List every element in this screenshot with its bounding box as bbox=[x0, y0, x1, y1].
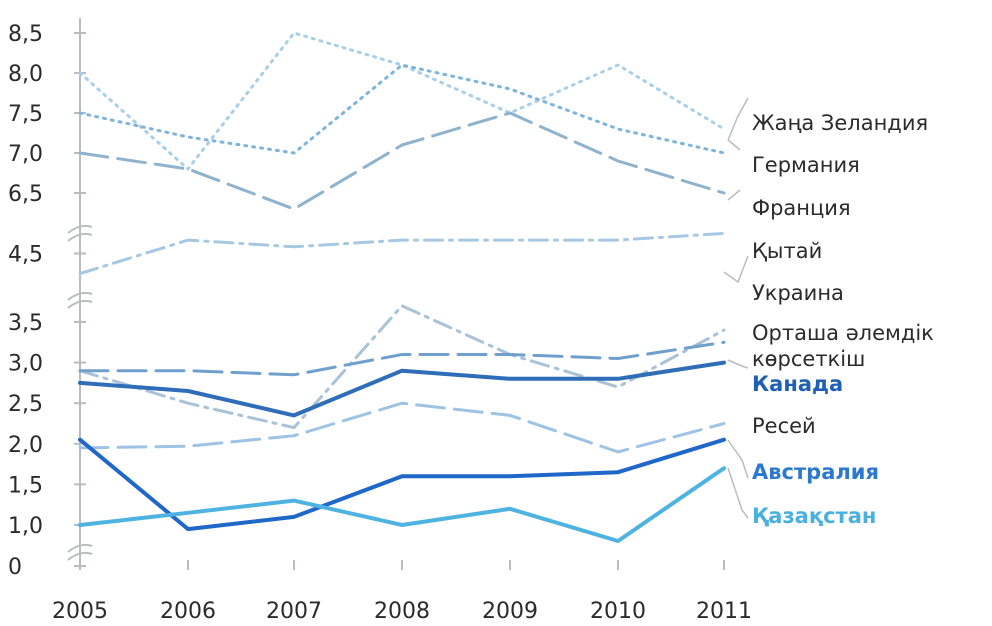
legend-label-line: Орташа әлемдік bbox=[752, 321, 934, 345]
legend-leader-line bbox=[727, 359, 749, 369]
legend-label-line: Канада bbox=[752, 372, 843, 396]
series-line-австралия bbox=[78, 437, 726, 532]
series-line-украина bbox=[78, 304, 726, 430]
legend-leader-line bbox=[723, 255, 749, 284]
series-line-қытай bbox=[78, 231, 726, 276]
axis-break-icon bbox=[67, 543, 93, 561]
y-tick-label: 4,5 bbox=[8, 243, 43, 268]
y-tick-label: 6,5 bbox=[8, 182, 43, 207]
axis-layer: 0 1,0 1,5 2,0 2,5 3,0 3,5 4,5 6,5 7,0 7,5 8,0 8,5 200… bbox=[8, 18, 752, 624]
axis-break-stroke bbox=[67, 224, 93, 234]
series-layer bbox=[78, 31, 726, 543]
legend-label: Канада bbox=[752, 372, 843, 396]
y-tick-label: 0 bbox=[8, 555, 22, 580]
x-tick-label: 2011 bbox=[696, 599, 752, 624]
axis-break-stroke bbox=[67, 232, 93, 242]
legend-label: Ресей bbox=[752, 414, 816, 438]
legend-label: Франция bbox=[752, 196, 851, 220]
series-line-канада bbox=[78, 360, 726, 418]
legend-label-line: Қытай bbox=[752, 239, 822, 263]
legend-label-line: Қазақстан bbox=[752, 504, 876, 528]
series-line-орташа-әлемдік-көрсеткіш bbox=[78, 340, 726, 377]
x-tick-label: 2005 bbox=[52, 599, 108, 624]
axis-break-icon bbox=[67, 291, 93, 309]
legend-label-line: Жаңа Зеландия bbox=[752, 111, 928, 135]
series-line-жаңа-зеландия bbox=[78, 31, 726, 171]
legend-label: Австралия bbox=[752, 460, 879, 484]
legend-label-line: Франция bbox=[752, 196, 851, 220]
y-tick-label: 3,0 bbox=[8, 352, 43, 377]
x-tick-label: 2009 bbox=[482, 599, 538, 624]
legend-leader-line bbox=[727, 439, 749, 479]
legend-leader-line bbox=[727, 467, 749, 519]
legend-label-line: Украина bbox=[752, 281, 844, 305]
y-tick-label: 2,5 bbox=[8, 392, 43, 417]
legend-label-line: Германия bbox=[752, 153, 860, 177]
legend-label: Қазақстан bbox=[752, 504, 876, 528]
series-line-қазақстан bbox=[78, 466, 726, 543]
legend-label: Орташа әлемдік көрсеткіш bbox=[752, 321, 934, 371]
series-line-ресей bbox=[78, 401, 726, 454]
x-tick-label: 2010 bbox=[590, 599, 646, 624]
y-tick-label: 7,5 bbox=[8, 102, 43, 127]
legend-label: Қытай bbox=[752, 239, 822, 263]
axis-break-stroke bbox=[67, 299, 93, 309]
legend-leader-line bbox=[727, 139, 741, 151]
y-tick-label: 1,0 bbox=[8, 514, 43, 539]
legend-leader-line bbox=[727, 97, 749, 141]
axis-break-stroke bbox=[67, 291, 93, 301]
x-tick-label: 2006 bbox=[160, 599, 216, 624]
legend-label-line: Австралия bbox=[752, 460, 879, 484]
y-tick-label: 1,5 bbox=[8, 473, 43, 498]
legend-label: Германия bbox=[752, 153, 860, 177]
legend-leader-line bbox=[727, 189, 741, 201]
series-line-франция bbox=[78, 111, 726, 211]
legend-label-line: көрсеткіш bbox=[752, 347, 865, 371]
y-tick-label: 7,0 bbox=[8, 142, 43, 167]
legend-label: Жаңа Зеландия bbox=[752, 111, 928, 135]
series-line-германия bbox=[78, 63, 726, 155]
legend-label: Украина bbox=[752, 281, 844, 305]
axis-break-stroke bbox=[67, 543, 93, 553]
y-tick-label: 8,0 bbox=[8, 62, 43, 87]
axis-break-icon bbox=[67, 224, 93, 242]
y-tick-label: 8,5 bbox=[8, 22, 43, 47]
y-tick-label: 3,5 bbox=[8, 311, 43, 336]
x-tick-label: 2008 bbox=[374, 599, 430, 624]
legend-layer: Жаңа Зеландия Германия Франция Қытай Украина… bbox=[723, 97, 934, 528]
legend-label-line: Ресей bbox=[752, 414, 816, 438]
x-tick-label: 2007 bbox=[266, 599, 322, 624]
y-tick-label: 2,0 bbox=[8, 433, 43, 458]
axis-break-stroke bbox=[67, 551, 93, 561]
